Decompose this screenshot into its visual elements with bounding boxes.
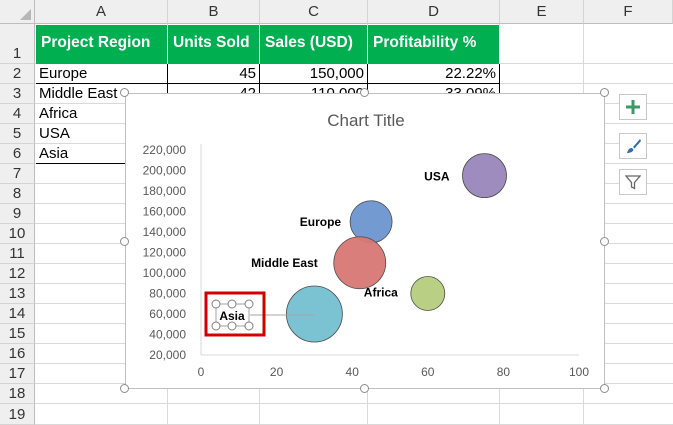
table-border [167,64,168,65]
row-header-4[interactable]: 4 [0,104,35,124]
chart-title[interactable]: Chart Title [327,111,404,130]
table-border [367,64,368,94]
y-tick-label: 160,000 [143,205,187,219]
cell-region[interactable]: Middle East [39,85,118,102]
table-border [36,163,126,164]
column-header-d[interactable]: D [368,0,500,24]
chart-styles-button[interactable] [619,133,647,159]
row-header-12[interactable]: 12 [0,264,35,284]
x-tick-label: 60 [421,365,435,379]
y-tick-label: 200,000 [143,164,187,178]
row-header-3[interactable]: 3 [0,84,35,104]
select-all-corner[interactable] [0,0,35,24]
chart-elements-button[interactable] [619,94,647,120]
cell-units[interactable]: 45 [239,65,256,82]
column-header-c[interactable]: C [260,0,368,24]
y-tick-label: 140,000 [143,225,187,239]
header-units-sold[interactable]: Units Sold [168,25,260,64]
row-header-15[interactable]: 15 [0,324,35,344]
data-label-europe: Europe [300,215,342,229]
y-tick-label: 100,000 [143,266,187,280]
table-border [36,83,500,84]
row-header-5[interactable]: 5 [0,124,35,144]
selection-highlight-box [204,291,266,337]
table-border [259,64,260,94]
bubble-europe [349,200,393,244]
data-label-asia: Asia [219,309,245,323]
cell-region[interactable]: Africa [39,105,78,122]
data-label-usa: USA [424,170,450,184]
table-border [167,64,168,94]
table-border [499,64,500,94]
chart-filters-button[interactable] [619,169,647,195]
cell-profitability[interactable]: 22.22% [445,65,496,82]
x-tick-label: 40 [346,365,360,379]
cell-region[interactable]: Europe [39,65,88,82]
data-label-africa: Africa [364,286,398,300]
label-handle [244,321,254,331]
resize-handle[interactable] [120,88,129,97]
label-handle [211,321,221,331]
row-header-2[interactable]: 2 [0,64,35,84]
header-project-region[interactable]: Project Region [36,25,168,64]
row-header-18[interactable]: 18 [0,384,35,404]
resize-handle[interactable] [600,384,609,393]
header-profitability[interactable]: Profitability % [368,25,500,64]
x-tick-label: 0 [198,365,205,379]
resize-handle[interactable] [600,88,609,97]
column-header-b[interactable]: B [168,0,260,24]
row-header-11[interactable]: 11 [0,244,35,264]
cell-region[interactable]: USA [39,125,70,142]
bubble-asia [285,285,343,343]
resize-handle[interactable] [120,384,129,393]
resize-handle[interactable] [600,237,609,246]
y-tick-label: 180,000 [143,184,187,198]
bubble-africa [410,276,446,311]
row-header-16[interactable]: 16 [0,344,35,364]
label-handle [227,321,237,331]
row-header-19[interactable]: 19 [0,404,35,425]
row-header-13[interactable]: 13 [0,284,35,304]
data-label-middle-east: Middle East [251,256,318,270]
y-tick-label: 40,000 [149,328,186,342]
filter-icon [625,175,641,190]
row-header-9[interactable]: 9 [0,204,35,224]
column-header-e[interactable]: E [500,0,584,24]
row-header-10[interactable]: 10 [0,224,35,244]
y-tick-label: 20,000 [149,348,186,362]
x-tick-label: 20 [270,365,284,379]
label-handle [211,299,221,309]
y-tick-label: 80,000 [149,287,186,301]
row-header-8[interactable]: 8 [0,184,35,204]
resize-handle[interactable] [360,384,369,393]
header-sales-usd[interactable]: Sales (USD) [260,25,368,64]
chart-svg: Chart Title 220,000 200,000 180,000 160,000… [143,111,590,379]
row-header-17[interactable]: 17 [0,364,35,384]
plus-icon [626,100,640,114]
x-tick-label: 80 [497,365,511,379]
row-header-6[interactable]: 6 [0,144,35,164]
resize-handle[interactable] [360,88,369,97]
y-tick-label: 120,000 [143,246,187,260]
label-handle [244,299,254,309]
y-tick-label: 220,000 [143,143,187,157]
cell-sales[interactable]: 150,000 [309,65,364,82]
column-header-f[interactable]: F [584,0,673,24]
x-tick-label: 100 [569,365,589,379]
row-header-7[interactable]: 7 [0,164,35,184]
cell-region[interactable]: Asia [39,145,69,162]
column-header-a[interactable]: A [35,0,168,24]
row-header-1[interactable]: 1 [0,24,35,64]
brush-icon [627,139,641,153]
row-header-14[interactable]: 14 [0,304,35,324]
y-tick-label: 60,000 [149,307,186,321]
gridline [35,403,673,404]
bubble-chart[interactable]: Chart Title 220,000 200,000 180,000 160,000… [125,93,605,389]
label-handle [227,299,237,309]
bubble-middle-east [333,236,387,290]
bubble-usa [462,153,507,199]
resize-handle[interactable] [120,237,129,246]
